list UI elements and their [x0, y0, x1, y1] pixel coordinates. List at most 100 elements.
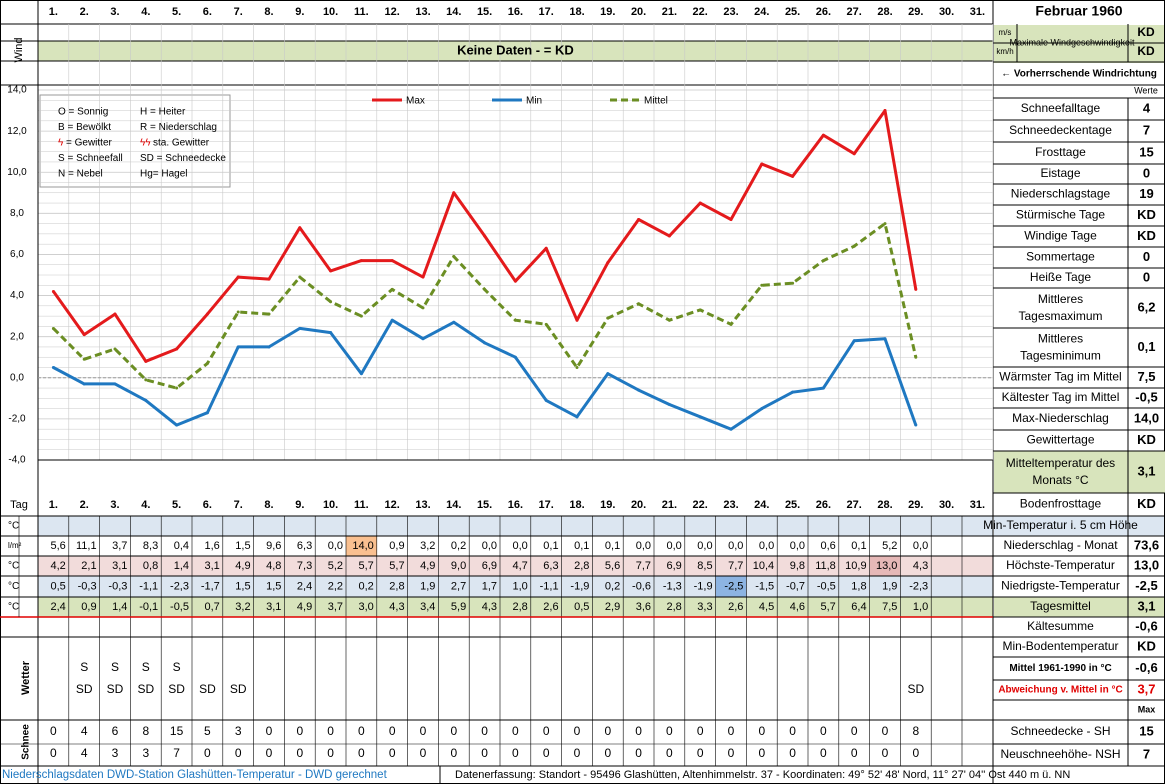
legend-max-label: Max: [406, 96, 425, 107]
day-header-2: 2.: [80, 499, 89, 511]
table-cell: 4,6: [790, 601, 805, 613]
series-mittel-point: [82, 357, 86, 361]
y-tick-label: -2,0: [8, 414, 26, 425]
day-header: 27.: [847, 6, 862, 18]
table-cell: -0,5: [170, 601, 189, 613]
stat-label: Niederschlagstage: [1011, 187, 1111, 201]
table-unit: l/m²: [8, 541, 22, 550]
footer-left: Niederschlagsdaten DWD-Station Glashütte…: [2, 769, 388, 781]
schnee-cell: 0: [820, 746, 827, 760]
stat-value: 3,7: [1137, 681, 1155, 696]
stat-highlight-mittel: [994, 597, 1164, 617]
day-header-2: 31.: [970, 499, 985, 511]
table-cell: 1,4: [174, 560, 189, 572]
table-cell: 6,9: [482, 560, 497, 572]
table-cell: -0,1: [139, 601, 158, 613]
legend-symbol: O = Sonnig: [58, 107, 108, 118]
series-max-point: [51, 289, 55, 293]
stat-value: Max: [1138, 704, 1156, 714]
series-mittel-point: [298, 275, 302, 279]
table-cell: -1,9: [570, 580, 589, 592]
table-cell: 0,0: [667, 540, 682, 552]
day-header: 4.: [141, 6, 150, 18]
series-min-point: [452, 320, 456, 324]
series-min-point: [575, 415, 579, 419]
day-header: 13.: [415, 6, 430, 18]
table-cell: 9,6: [266, 540, 281, 552]
table-row-bg: [38, 576, 993, 597]
wetter-cell: SD: [907, 682, 924, 696]
stat-label: Schneedecke - SH: [1010, 724, 1110, 738]
schnee-cell: 8: [912, 724, 919, 738]
table-cell: 1,0: [913, 601, 928, 613]
stat-label: Niedrigste-Temperatur: [1001, 579, 1120, 593]
schnee-cell: 7: [173, 746, 180, 760]
table-cell: 10,9: [845, 560, 866, 572]
table-cell: 0,1: [543, 540, 558, 552]
day-header: 25.: [785, 6, 800, 18]
schnee-cell: 15: [170, 724, 184, 738]
table-cell: 3,1: [266, 601, 281, 613]
stat-label: Wärmster Tag im Mittel: [999, 370, 1121, 384]
day-header: 15.: [477, 6, 492, 18]
series-mittel-point: [513, 318, 517, 322]
wetter-cell: SD: [230, 682, 247, 696]
series-mittel-point: [359, 314, 363, 318]
table-cell: 0,0: [328, 540, 343, 552]
schnee-cell: 0: [420, 724, 427, 738]
day-header-2: 13.: [415, 499, 430, 511]
table-row-bg: [38, 516, 993, 536]
series-mittel-point: [113, 347, 117, 351]
schnee-cell: 0: [912, 746, 919, 760]
day-header-2: 10.: [323, 499, 338, 511]
schnee-cell: 0: [789, 746, 796, 760]
stat-label: Sommertage: [1026, 250, 1095, 264]
series-mittel-point: [390, 287, 394, 291]
day-header: 14.: [446, 6, 461, 18]
table-cell: 1,5: [266, 580, 281, 592]
day-header-2: 9.: [295, 499, 304, 511]
series-mittel-point: [421, 306, 425, 310]
day-header: 17.: [539, 6, 554, 18]
legend-mittel-label: Mittel: [644, 96, 668, 107]
day-header-2: 22.: [693, 499, 708, 511]
legend-symbol: R = Niederschlag: [140, 122, 217, 133]
table-cell: 2,1: [81, 560, 96, 572]
schnee-cell: 0: [666, 724, 673, 738]
table-cell: 1,6: [205, 540, 220, 552]
table-cell: 8,5: [697, 560, 712, 572]
series-max-point: [513, 279, 517, 283]
max-wind-ms: KD: [1137, 25, 1155, 39]
table-cell: -1,7: [201, 580, 220, 592]
series-max-point: [483, 234, 487, 238]
stat-highlight-blue: [994, 516, 1164, 536]
day-header-2: 19.: [600, 499, 615, 511]
table-cell: 0,7: [205, 601, 220, 613]
min-low-cell: [715, 576, 747, 597]
day-header-2: 29.: [908, 499, 923, 511]
table-cell: 2,4: [51, 601, 66, 613]
series-min-point: [113, 382, 117, 386]
stat-value: 73,6: [1134, 537, 1159, 552]
series-min-point: [729, 427, 733, 431]
stat-label-line2: Monats °C: [1032, 473, 1088, 487]
table-cell: 0,1: [574, 540, 589, 552]
series-mittel-point: [729, 322, 733, 326]
series-max-point: [637, 218, 641, 221]
stat-label: Niederschlag - Monat: [1003, 538, 1118, 552]
wind-label: Wind: [13, 37, 25, 62]
day-header: 16.: [508, 6, 523, 18]
series-min-point: [667, 403, 671, 406]
series-min-point: [791, 390, 795, 394]
stat-value: 0,1: [1137, 339, 1155, 354]
series-legend-bg: [235, 93, 975, 107]
table-cell: 0,0: [513, 540, 528, 552]
stat-label: Heiße Tage: [1030, 270, 1091, 284]
series-min-point: [144, 398, 148, 402]
table-unit: °C: [8, 521, 19, 532]
table-cell: 0,2: [359, 580, 374, 592]
series-min-point: [513, 355, 517, 359]
schnee-cell: 3: [112, 746, 119, 760]
day-header-2: 5.: [172, 499, 181, 511]
day-header: 30.: [939, 6, 954, 18]
